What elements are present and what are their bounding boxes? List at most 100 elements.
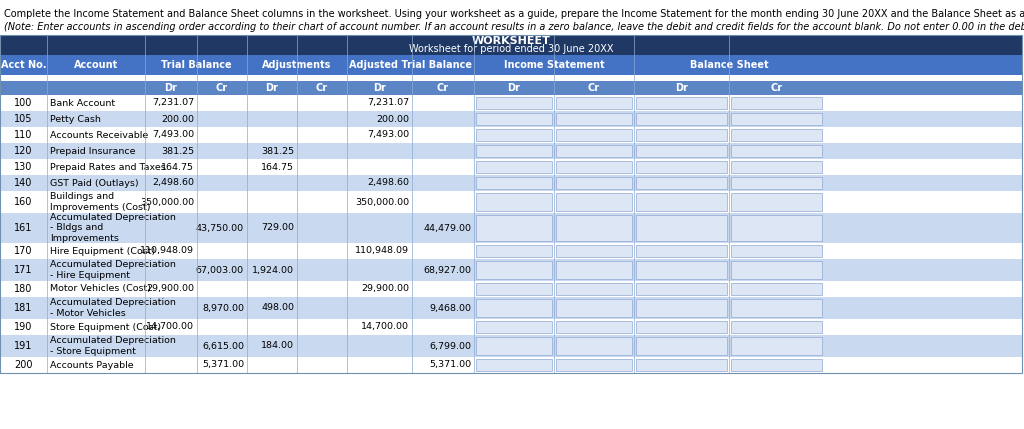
Bar <box>0 81 1022 95</box>
Text: 350,000.00: 350,000.00 <box>140 197 194 206</box>
Text: Store Equipment (Cost): Store Equipment (Cost) <box>50 323 161 332</box>
Bar <box>476 321 552 333</box>
Bar <box>636 321 727 333</box>
Text: 1,924.00: 1,924.00 <box>252 266 294 275</box>
Text: 9,468.00: 9,468.00 <box>429 303 471 312</box>
Text: 729.00: 729.00 <box>261 224 294 233</box>
Text: 180: 180 <box>14 284 33 294</box>
Text: 6,615.00: 6,615.00 <box>202 341 244 350</box>
Text: 14,700.00: 14,700.00 <box>361 323 409 332</box>
Text: Petty Cash: Petty Cash <box>50 115 101 124</box>
Bar <box>636 299 727 317</box>
Bar <box>476 337 552 355</box>
Text: Cr: Cr <box>437 83 450 93</box>
Bar <box>636 245 727 257</box>
Text: Dr: Dr <box>165 83 177 93</box>
Text: Worksheet for period ended 30 June 20XX: Worksheet for period ended 30 June 20XX <box>409 44 613 54</box>
Bar <box>636 97 727 109</box>
Bar <box>476 299 552 317</box>
Bar <box>636 283 727 295</box>
Text: 43,750.00: 43,750.00 <box>196 224 244 233</box>
Text: Accounts Receivable: Accounts Receivable <box>50 130 148 139</box>
Text: Accounts Payable: Accounts Payable <box>50 360 133 369</box>
Bar <box>476 177 552 189</box>
Bar <box>731 245 822 257</box>
Bar <box>731 97 822 109</box>
Text: Bank Account: Bank Account <box>50 99 115 108</box>
Bar <box>731 129 822 141</box>
Text: Trial Balance: Trial Balance <box>161 60 231 70</box>
Bar <box>556 215 632 241</box>
Bar <box>556 299 632 317</box>
Text: Buildings and
Improvements (Cost): Buildings and Improvements (Cost) <box>50 192 151 211</box>
Text: 105: 105 <box>14 114 33 124</box>
Bar <box>731 261 822 279</box>
Bar <box>636 261 727 279</box>
Bar <box>0 35 1022 373</box>
Text: 164.75: 164.75 <box>261 163 294 172</box>
Bar <box>556 359 632 371</box>
Bar <box>0 111 1022 127</box>
Text: 181: 181 <box>14 303 33 313</box>
Bar <box>636 161 727 173</box>
Text: 130: 130 <box>14 162 33 172</box>
Text: 14,700.00: 14,700.00 <box>146 323 194 332</box>
Bar <box>731 359 822 371</box>
Bar <box>556 113 632 125</box>
Text: 29,900.00: 29,900.00 <box>361 284 409 293</box>
Bar <box>476 113 552 125</box>
Bar <box>0 243 1022 259</box>
Text: 190: 190 <box>14 322 33 332</box>
Text: 350,000.00: 350,000.00 <box>355 197 409 206</box>
Text: 110,948.09: 110,948.09 <box>140 247 194 256</box>
Text: 191: 191 <box>14 341 33 351</box>
Text: Accumulated Depreciation
- Store Equipment: Accumulated Depreciation - Store Equipme… <box>50 336 176 356</box>
Text: GST Paid (Outlays): GST Paid (Outlays) <box>50 178 138 187</box>
Text: 184.00: 184.00 <box>261 341 294 350</box>
Bar <box>556 145 632 157</box>
Text: 67,003.00: 67,003.00 <box>196 266 244 275</box>
Text: 498.00: 498.00 <box>261 303 294 312</box>
Bar <box>476 193 552 211</box>
Bar <box>476 161 552 173</box>
Text: Account: Account <box>74 60 118 70</box>
Text: Cr: Cr <box>316 83 328 93</box>
Bar <box>0 357 1022 373</box>
Text: 2,498.60: 2,498.60 <box>367 178 409 187</box>
Bar <box>556 177 632 189</box>
Bar <box>731 283 822 295</box>
Bar <box>636 337 727 355</box>
Bar <box>556 129 632 141</box>
Bar <box>476 145 552 157</box>
Bar <box>556 161 632 173</box>
Text: Motor Vehicles (Cost): Motor Vehicles (Cost) <box>50 284 151 293</box>
Text: Complete the Income Statement and Balance Sheet columns in the worksheet. Using : Complete the Income Statement and Balanc… <box>4 9 1024 19</box>
Bar <box>0 281 1022 297</box>
Text: 110: 110 <box>14 130 33 140</box>
Bar <box>476 359 552 371</box>
Bar <box>0 191 1022 213</box>
Text: 2,498.60: 2,498.60 <box>152 178 194 187</box>
Bar <box>636 193 727 211</box>
Bar <box>636 145 727 157</box>
Bar <box>476 129 552 141</box>
Bar <box>0 259 1022 281</box>
Bar <box>556 321 632 333</box>
Text: 160: 160 <box>14 197 33 207</box>
Text: 170: 170 <box>14 246 33 256</box>
Text: Accumulated Depreciation
- Hire Equipment: Accumulated Depreciation - Hire Equipmen… <box>50 260 176 280</box>
Text: 171: 171 <box>14 265 33 275</box>
Text: 7,493.00: 7,493.00 <box>152 130 194 139</box>
Bar <box>636 113 727 125</box>
Text: 44,479.00: 44,479.00 <box>423 224 471 233</box>
Text: Cr: Cr <box>770 83 782 93</box>
Text: 100: 100 <box>14 98 33 108</box>
Bar <box>0 319 1022 335</box>
Text: Prepaid Rates and Taxes: Prepaid Rates and Taxes <box>50 163 166 172</box>
Text: 200.00: 200.00 <box>376 115 409 124</box>
Bar <box>731 145 822 157</box>
Bar <box>0 127 1022 143</box>
Bar <box>731 299 822 317</box>
Text: 8,970.00: 8,970.00 <box>202 303 244 312</box>
Text: Acct No.: Acct No. <box>1 60 46 70</box>
